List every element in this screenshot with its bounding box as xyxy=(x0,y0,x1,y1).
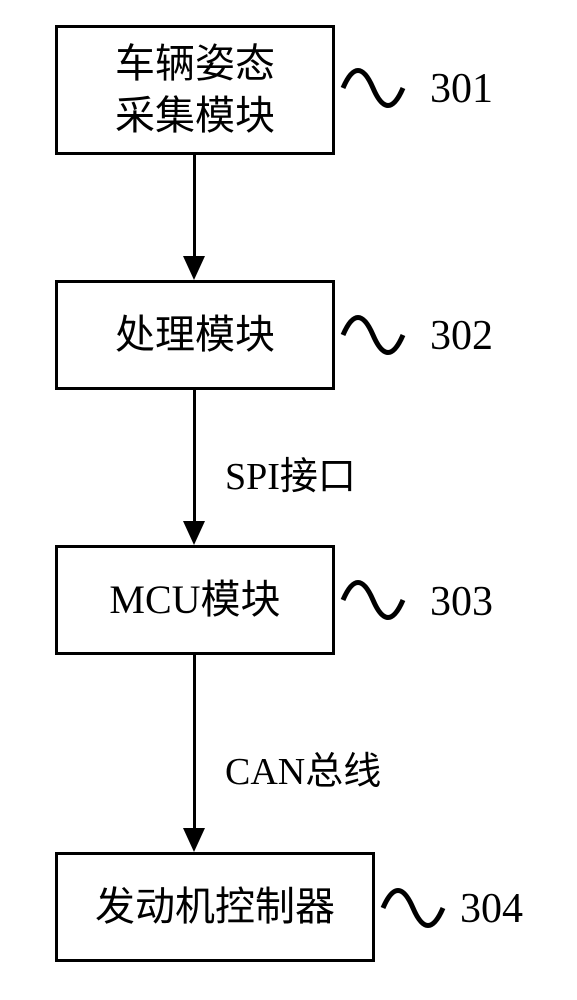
flowchart-node: 车辆姿态采集模块 xyxy=(55,25,335,155)
edge-label: SPI接口 xyxy=(225,445,356,500)
reference-number: 304 xyxy=(460,885,523,933)
reference-number: 301 xyxy=(430,65,493,113)
edge-label: CAN总线 xyxy=(225,740,381,795)
node-label: 处理模块 xyxy=(115,309,275,361)
arrow-line xyxy=(193,655,196,832)
node-label: MCU模块 xyxy=(109,574,280,626)
reference-number: 302 xyxy=(430,312,493,360)
arrow-head-icon xyxy=(183,521,205,545)
node-label: 车辆姿态采集模块 xyxy=(115,38,275,142)
arrow-head-icon xyxy=(183,256,205,280)
arrow-line xyxy=(193,390,196,525)
flowchart-node: MCU模块 xyxy=(55,545,335,655)
reference-connector-sine xyxy=(338,570,408,630)
flowchart-node: 发动机控制器 xyxy=(55,852,375,962)
reference-number: 303 xyxy=(430,578,493,626)
reference-connector-sine xyxy=(338,58,408,118)
reference-connector-sine xyxy=(378,878,448,938)
arrow-head-icon xyxy=(183,828,205,852)
arrow-line xyxy=(193,155,196,260)
flowchart-node: 处理模块 xyxy=(55,280,335,390)
reference-connector-sine xyxy=(338,305,408,365)
node-label: 发动机控制器 xyxy=(95,881,335,933)
